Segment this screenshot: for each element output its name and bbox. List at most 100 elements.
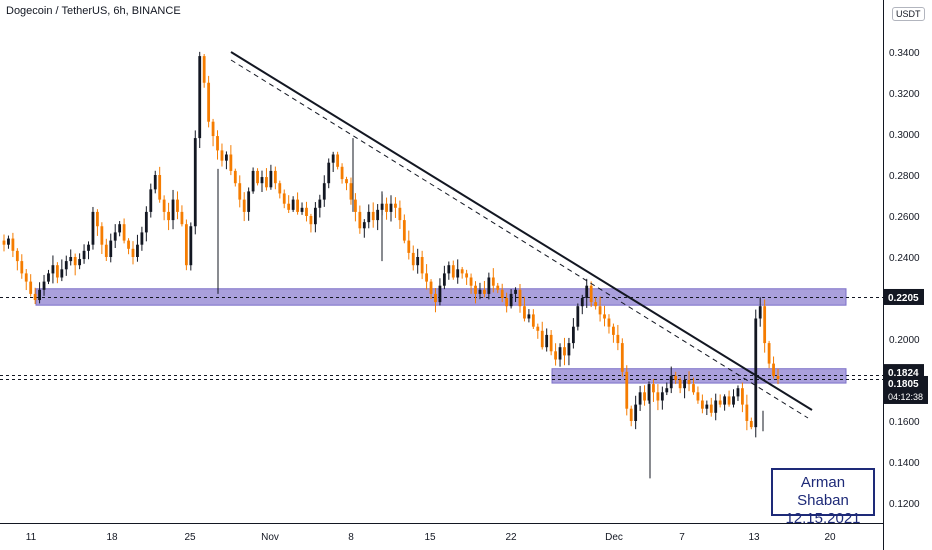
close-price-label: 0.1805 04:12:38 xyxy=(884,375,928,404)
candle-body xyxy=(416,257,420,266)
candle xyxy=(540,321,544,350)
y-tick-label: 0.2000 xyxy=(889,335,920,346)
candle-body xyxy=(104,244,108,257)
candle-body xyxy=(131,248,135,257)
candle xyxy=(242,192,246,222)
candle-body xyxy=(100,226,104,245)
candle xyxy=(758,297,762,327)
y-tick-label: 0.1400 xyxy=(889,458,920,469)
candle xyxy=(563,337,566,366)
y-tick-label: 0.3200 xyxy=(889,89,920,100)
candle-body xyxy=(211,121,215,137)
y-tick-label: 0.2600 xyxy=(889,212,920,223)
candle-body xyxy=(425,273,428,282)
candle xyxy=(514,287,517,303)
candle xyxy=(634,395,638,430)
candle xyxy=(96,209,99,236)
trendlines xyxy=(230,51,813,419)
candle-body xyxy=(349,183,353,200)
candle xyxy=(669,366,673,394)
candle-body xyxy=(193,138,197,227)
candle-body xyxy=(776,375,780,379)
candle-body xyxy=(11,238,15,251)
candle xyxy=(345,176,348,191)
candle xyxy=(322,175,326,207)
candle-body xyxy=(118,224,122,233)
candle-body xyxy=(122,224,126,241)
candle-body xyxy=(29,281,33,294)
last-price-label-text: 0.1824 xyxy=(888,368,919,379)
candle xyxy=(434,288,437,313)
candle-body xyxy=(465,273,469,278)
candle-body xyxy=(474,285,477,294)
candle-body xyxy=(741,388,744,405)
candle xyxy=(763,299,767,353)
currency-button[interactable]: USDT xyxy=(892,7,925,21)
candle xyxy=(211,118,215,147)
candle xyxy=(55,262,59,284)
candle-body xyxy=(772,363,775,376)
candle xyxy=(29,274,33,297)
candle-body xyxy=(585,285,589,298)
candle-body xyxy=(371,211,375,221)
candle-body xyxy=(460,269,464,274)
candle xyxy=(176,191,179,220)
candle xyxy=(144,206,148,242)
candle xyxy=(100,222,104,254)
candle-body xyxy=(594,302,598,307)
candle-body xyxy=(96,211,99,227)
candle-body xyxy=(127,240,130,249)
y-tick-label: 0.3400 xyxy=(889,48,920,59)
candle-body xyxy=(38,289,41,301)
candle xyxy=(291,196,295,212)
candle-body xyxy=(478,289,482,294)
candle-body xyxy=(629,408,633,421)
candle xyxy=(256,168,259,186)
chart-title: Dogecoin / TetherUS, 6h, BINANCE xyxy=(6,5,181,17)
candle xyxy=(273,166,277,190)
candle xyxy=(451,260,455,280)
candle xyxy=(278,180,282,199)
resistance-price-label: 0.2205 xyxy=(884,288,924,305)
candle xyxy=(594,297,598,310)
y-tick-label: 0.1600 xyxy=(889,417,920,428)
candle-body xyxy=(456,269,460,278)
candle xyxy=(7,235,10,249)
candle-body xyxy=(265,177,268,188)
candle xyxy=(136,234,139,262)
candle xyxy=(491,268,495,293)
candle-body xyxy=(429,281,433,294)
x-tick-label: 13 xyxy=(748,532,760,543)
candle-body xyxy=(140,232,144,245)
candle-body xyxy=(563,347,566,356)
countdown-text: 04:12:38 xyxy=(888,392,923,402)
candle xyxy=(438,278,442,306)
candle xyxy=(24,269,28,291)
x-tick-label: 22 xyxy=(505,532,517,543)
candle xyxy=(198,51,202,148)
candle xyxy=(527,309,531,323)
candle-body xyxy=(7,238,10,245)
candle xyxy=(678,377,682,394)
candle-body xyxy=(540,330,544,348)
candle xyxy=(389,195,393,222)
candle-body xyxy=(687,380,691,385)
x-tick-label: 25 xyxy=(184,532,196,543)
candle xyxy=(425,264,428,290)
candle xyxy=(683,375,686,399)
candle-body xyxy=(758,306,762,319)
candle-body xyxy=(763,306,767,344)
candle xyxy=(162,195,166,221)
candle-body xyxy=(87,244,90,251)
candle-body xyxy=(669,375,673,389)
y-tick-label: 0.1200 xyxy=(889,499,920,510)
candle-body xyxy=(2,240,6,245)
candle-body xyxy=(389,203,393,212)
candle-body xyxy=(732,396,735,405)
candle-body xyxy=(20,261,24,274)
descending-trendline-dashed xyxy=(230,59,809,419)
candle-body xyxy=(225,154,228,161)
candle xyxy=(718,394,722,408)
candle-body xyxy=(736,388,740,397)
